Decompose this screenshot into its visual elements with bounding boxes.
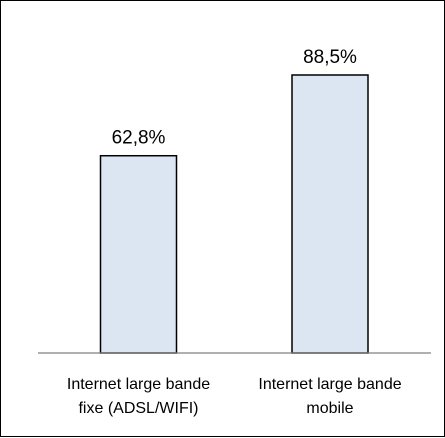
data-label-2: 88,5% — [303, 47, 357, 68]
bars-group — [99, 74, 369, 354]
category-label-1-line-1: Internet large bande — [67, 376, 210, 393]
category-label-1-line-2: fixe (ADSL/WIFI) — [78, 400, 198, 417]
bar-2 — [291, 74, 369, 354]
category-label-2-line-2: mobile — [306, 400, 353, 417]
bar-1 — [99, 154, 178, 354]
data-label-1: 62,8% — [112, 128, 166, 149]
category-label-2-line-1: Internet large bande — [258, 376, 401, 393]
labels-group: 62,8% Internet large bande fixe (ADSL/WIFI… — [67, 47, 402, 417]
